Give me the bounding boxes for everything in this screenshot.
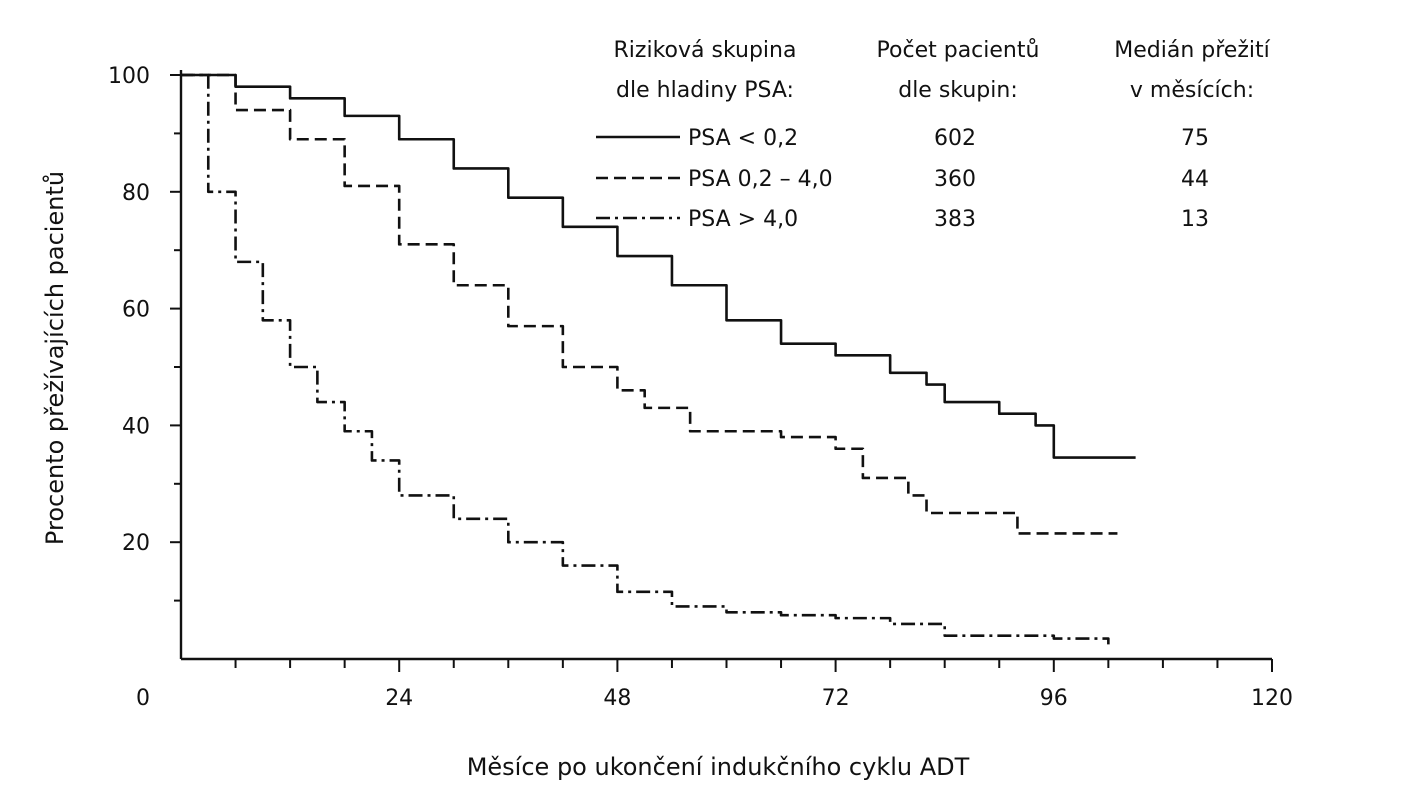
x-tick-label: 96 bbox=[1040, 686, 1068, 711]
legend-header-group-2: dle hladiny PSA: bbox=[616, 78, 794, 103]
y-tick-label: 40 bbox=[122, 414, 150, 439]
ticks: 0 24 48 72 96 120 20 40 60 80 100 bbox=[108, 64, 1293, 711]
y-tick-label: 100 bbox=[108, 64, 150, 89]
legend-label-row-1: PSA < 0,2 bbox=[688, 126, 798, 151]
legend-count-row-1: 602 bbox=[934, 126, 976, 151]
x-tick-label: 0 bbox=[136, 686, 150, 711]
y-axis-title: Procento přežívajících pacientů bbox=[41, 171, 69, 545]
series-line-1 bbox=[181, 73, 1136, 459]
legend-median-row-3: 13 bbox=[1181, 207, 1209, 232]
x-tick-label: 72 bbox=[822, 686, 850, 711]
legend-header-median-1: Medián přežití bbox=[1114, 38, 1270, 63]
y-tick-label: 20 bbox=[122, 531, 150, 556]
x-tick-label: 120 bbox=[1251, 686, 1293, 711]
legend-median-row-1: 75 bbox=[1181, 126, 1209, 151]
series-line-3 bbox=[181, 73, 1110, 645]
x-tick-label: 24 bbox=[385, 686, 413, 711]
legend-count-row-3: 383 bbox=[934, 207, 976, 232]
legend-header-median-2: v měsících: bbox=[1130, 78, 1254, 103]
axes bbox=[179, 70, 1272, 661]
legend: Riziková skupina dle hladiny PSA: Počet … bbox=[596, 38, 1271, 232]
x-axis-title: Měsíce po ukončení indukčního cyklu ADT bbox=[467, 753, 970, 781]
legend-count-row-2: 360 bbox=[934, 167, 976, 192]
series-group bbox=[181, 73, 1136, 645]
y-tick-label: 80 bbox=[122, 181, 150, 206]
legend-header-count-1: Počet pacientů bbox=[877, 38, 1040, 63]
legend-header-group-1: Riziková skupina bbox=[614, 38, 797, 63]
legend-median-row-2: 44 bbox=[1181, 167, 1209, 192]
legend-label-row-2: PSA 0,2 – 4,0 bbox=[688, 167, 833, 192]
series-line-2 bbox=[181, 73, 1118, 535]
legend-header-count-2: dle skupin: bbox=[898, 78, 1018, 103]
x-tick-label: 48 bbox=[603, 686, 631, 711]
legend-label-row-3: PSA > 4,0 bbox=[688, 207, 798, 232]
y-tick-label: 60 bbox=[122, 298, 150, 323]
